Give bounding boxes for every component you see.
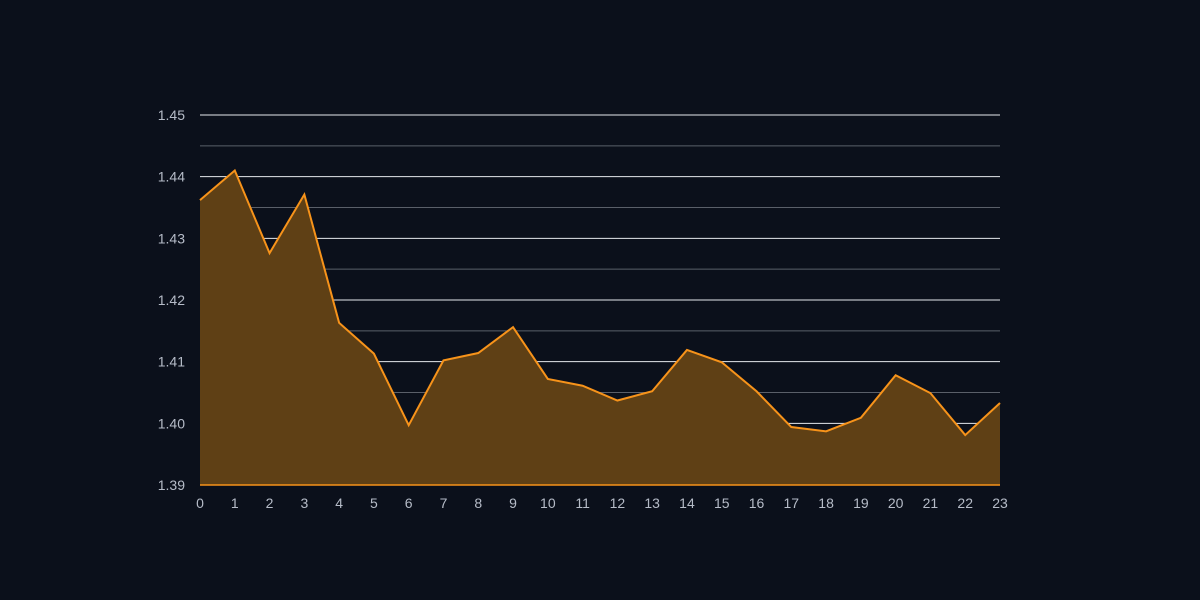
- series-line: [199, 168, 1001, 437]
- y-tick-label: 1.39: [158, 477, 185, 493]
- x-tick-label: 18: [818, 495, 834, 511]
- x-tick-label: 17: [784, 495, 800, 511]
- x-tick-label: 19: [853, 495, 869, 511]
- x-tick-label: 5: [370, 495, 378, 511]
- x-tick-label: 0: [196, 495, 204, 511]
- x-tick-label: 14: [679, 495, 695, 511]
- x-tick-label: 6: [405, 495, 413, 511]
- x-tick-label: 11: [575, 495, 590, 511]
- x-tick-label: 22: [957, 495, 973, 511]
- x-tick-label: 23: [992, 495, 1008, 511]
- x-axis-tick-labels: 0 1 2 3 4 5 6 7 8 9 10 11 12 13 14 15 16 17 18 19 20 21 22 23: [196, 495, 1008, 511]
- series-area: [200, 170, 1000, 485]
- x-tick-label: 15: [714, 495, 730, 511]
- x-tick-label: 10: [540, 495, 556, 511]
- x-tick-label: 20: [888, 495, 904, 511]
- area-layer: [200, 170, 1000, 485]
- x-tick-label: 1: [231, 495, 239, 511]
- y-tick-label: 1.41: [158, 354, 185, 370]
- y-tick-label: 1.43: [158, 230, 185, 246]
- y-tick-label: 1.42: [158, 292, 185, 308]
- x-tick-label: 16: [749, 495, 765, 511]
- x-tick-label: 9: [509, 495, 517, 511]
- x-tick-label: 13: [644, 495, 660, 511]
- y-tick-label: 1.40: [158, 415, 185, 431]
- y-axis-tick-labels: 1.45 1.44 1.43 1.42 1.41 1.40 1.39: [158, 107, 185, 493]
- x-tick-label: 21: [923, 495, 939, 511]
- x-tick-label: 4: [335, 495, 343, 511]
- x-tick-label: 8: [474, 495, 482, 511]
- x-tick-label: 12: [610, 495, 626, 511]
- x-tick-label: 7: [440, 495, 448, 511]
- y-tick-label: 1.45: [158, 107, 185, 123]
- x-tick-label: 2: [266, 495, 274, 511]
- y-tick-label: 1.44: [158, 169, 185, 185]
- line-layer: [199, 168, 1001, 486]
- x-tick-label: 3: [300, 495, 308, 511]
